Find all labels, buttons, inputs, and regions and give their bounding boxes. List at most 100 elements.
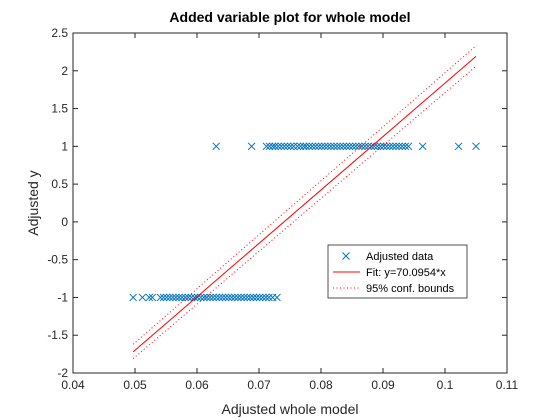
legend-label: Adjusted data <box>366 251 434 263</box>
data-point-marker <box>237 293 245 302</box>
data-point-marker <box>418 142 427 151</box>
data-point-marker <box>336 142 345 151</box>
data-point-marker <box>203 293 211 302</box>
data-point-marker <box>218 293 227 302</box>
data-point-marker <box>265 142 274 151</box>
y-tick-label: -2 <box>57 366 68 380</box>
data-point-marker <box>184 293 193 302</box>
data-point-marker <box>317 142 326 151</box>
data-point-marker <box>323 142 332 151</box>
x-tick-label: 0.09 <box>371 378 395 392</box>
data-point-marker <box>148 293 157 302</box>
data-point-marker <box>234 293 242 302</box>
data-point-marker <box>261 293 270 302</box>
data-point-marker <box>385 142 394 151</box>
data-point-marker <box>314 142 323 151</box>
legend-label: 95% conf. bounds <box>366 283 455 295</box>
chart-title: Added variable plot for whole model <box>169 9 410 25</box>
data-point-marker <box>162 293 171 302</box>
legend: Adjusted data Fit: y=70.0954*x 95% conf. b… <box>327 244 468 299</box>
data-point-marker <box>181 293 190 302</box>
data-point-marker <box>268 142 277 151</box>
y-tick-label: -1.5 <box>47 328 68 342</box>
legend-label: Fit: y=70.0954*x <box>366 267 446 279</box>
y-tick-label: 1.5 <box>51 102 68 116</box>
data-point-marker <box>342 142 351 151</box>
data-point-marker <box>159 293 168 302</box>
legend-items: Adjusted data Fit: y=70.0954*x 95% conf. b… <box>333 251 455 295</box>
data-point-marker <box>376 142 385 151</box>
data-point-marker <box>209 293 217 302</box>
data-point-marker <box>395 142 403 151</box>
data-point-marker <box>129 293 137 302</box>
data-point-marker <box>230 293 239 302</box>
x-tick-label: 0.11 <box>496 378 519 392</box>
data-point-marker <box>296 142 305 151</box>
x-tick-label: 0.08 <box>309 378 333 392</box>
data-point-marker <box>293 142 302 151</box>
data-point-marker <box>348 142 357 151</box>
data-point-marker <box>165 293 174 302</box>
data-point-marker <box>199 293 208 302</box>
data-point-marker <box>354 142 363 151</box>
y-tick-label: 2 <box>61 64 68 78</box>
x-tick-label: 0.04 <box>61 378 85 392</box>
data-point-marker <box>308 142 317 151</box>
data-point-marker <box>193 293 202 302</box>
data-point-marker <box>255 293 264 302</box>
series-layer <box>129 45 480 360</box>
axes-box <box>72 32 508 374</box>
data-point-marker <box>379 142 388 151</box>
x-axis-title: Adjusted whole model <box>222 401 359 417</box>
data-point-marker <box>262 142 271 151</box>
data-point-marker <box>273 293 281 302</box>
y-tick-label: 1 <box>61 139 68 153</box>
data-point-marker <box>401 142 410 151</box>
data-point-marker <box>280 142 289 151</box>
data-point-marker <box>305 142 314 151</box>
data-point-marker <box>221 293 230 302</box>
data-point-marker <box>172 293 180 302</box>
data-point-marker <box>138 293 147 302</box>
x-tick-label: 0.07 <box>247 378 271 392</box>
data-point-marker <box>299 142 308 151</box>
x-tick-label: 0.1 <box>437 378 454 392</box>
data-point-marker <box>212 142 221 151</box>
data-point-marker <box>156 293 165 302</box>
data-point-marker <box>389 142 397 151</box>
data-point-marker <box>472 142 480 151</box>
data-point-marker <box>311 142 320 151</box>
y-tick-label: 2.5 <box>51 26 68 40</box>
data-point-marker <box>249 293 258 302</box>
confidence-bound-line <box>132 45 477 345</box>
data-point-marker <box>398 142 407 151</box>
data-point-marker <box>289 142 298 151</box>
data-point-marker <box>330 142 338 151</box>
y-tick-label: -1 <box>57 290 68 304</box>
data-point-marker <box>168 293 177 302</box>
data-point-marker <box>271 142 279 151</box>
data-point-marker <box>265 293 273 302</box>
data-point-marker <box>190 293 199 302</box>
fit-line <box>132 56 477 353</box>
data-point-marker <box>224 293 233 302</box>
data-point-marker <box>392 142 400 151</box>
x-tick-label: 0.05 <box>123 378 147 392</box>
data-point-marker <box>246 293 255 302</box>
data-point-marker <box>358 142 366 151</box>
data-point-marker <box>364 142 372 151</box>
series-2 <box>132 45 477 345</box>
data-point-marker <box>333 142 341 151</box>
data-point-marker <box>258 293 267 302</box>
data-point-marker <box>227 293 236 302</box>
y-tick-label: 0.5 <box>51 177 68 191</box>
data-point-marker <box>320 142 329 151</box>
series-1 <box>132 56 477 353</box>
axis-ticks: 0.04 0.05 0.06 0.07 0.08 0.09 0.1 0.11 -2 -1.5 -1 -… <box>47 26 518 392</box>
data-point-marker <box>274 142 283 151</box>
data-point-marker <box>339 142 348 151</box>
data-point-marker <box>243 293 252 302</box>
data-point-marker <box>302 142 310 151</box>
data-point-marker <box>382 142 391 151</box>
